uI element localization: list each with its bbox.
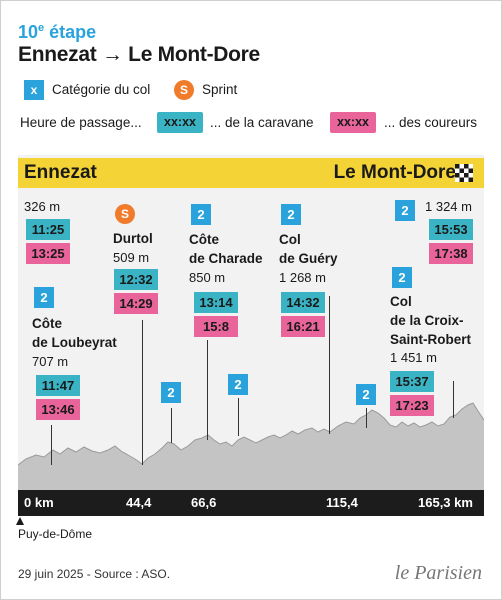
date-source: 29 juin 2025 - Source : ASO. (18, 567, 171, 581)
charade-caravan-time: 13:14 (194, 292, 238, 313)
durtol-riders-time: 14:29 (114, 293, 158, 314)
guery-name: Col de Guéry (279, 232, 338, 266)
croix-line (453, 381, 454, 418)
durtol-sprint-badge: S (115, 204, 135, 224)
loubeyrat-caravan-time: 11:47 (36, 375, 80, 396)
guery-riders-time: 16:21 (281, 316, 325, 337)
km-finish: 165,3 km (418, 495, 473, 510)
extra-category-badge-1: 2 (161, 382, 181, 403)
durtol-altitude: 509 m (113, 250, 150, 265)
charade-category-badge: 2 (191, 204, 211, 225)
ennezat-altitude: 326 m (24, 199, 61, 214)
croix-caravan-time: 15:37 (390, 371, 434, 392)
charade-line (207, 340, 208, 440)
caravan-legend-pill: xx:xx (157, 112, 203, 133)
extra-category-badge-2: 2 (228, 374, 248, 395)
croix-category-badge: 2 (392, 267, 412, 288)
start-label: Ennezat (24, 162, 97, 183)
durtol-name: Durtol (113, 231, 153, 246)
riders-legend-pill: xx:xx (330, 112, 376, 133)
km-guery: 115,4 (326, 495, 358, 510)
stage-number: 10e étape (18, 22, 97, 42)
finish-altitude: 1 324 m (425, 199, 472, 214)
sprint-legend-badge: S (174, 80, 194, 100)
charade-altitude: 850 m (189, 270, 226, 285)
department-marker-icon (16, 517, 24, 525)
km-charade: 66,6 (191, 495, 217, 510)
loubeyrat-riders-time: 13:46 (36, 399, 80, 420)
start-finish-bar (18, 158, 484, 188)
loubeyrat-altitude: 707 m (32, 354, 69, 369)
charade-riders-time: 15:8 (194, 316, 238, 337)
caravan-legend-label: ... de la caravane (210, 115, 314, 130)
riders-legend-label: ... des coureurs (384, 115, 478, 130)
category-legend-badge: x (24, 80, 44, 100)
cat-line-2 (238, 398, 239, 436)
ennezat-riders-time: 13:25 (26, 243, 70, 264)
durtol-line (142, 320, 143, 465)
finish-category-badge: 2 (395, 200, 415, 221)
distance-bar (18, 490, 484, 516)
guery-category-badge: 2 (281, 204, 301, 225)
loubeyrat-category-badge: 2 (34, 287, 54, 308)
loubeyrat-line (51, 425, 52, 465)
ennezat-caravan-time: 11:25 (26, 219, 70, 240)
km-durtol: 44,4 (126, 495, 152, 510)
cat-line-3 (366, 408, 367, 428)
finish-riders-time: 17:38 (429, 243, 473, 264)
brand-logo: le Parisien (394, 562, 482, 584)
km-start: 0 km (24, 495, 54, 510)
checkered-flag-icon (455, 164, 473, 182)
guery-line (329, 296, 330, 434)
department-label: Puy-de-Dôme (18, 527, 93, 541)
finish-label: Le Mont-Dore (333, 162, 456, 183)
croix-name: Col de la Croix- Saint-Robert (390, 294, 471, 347)
charade-name: Côte de Charade (189, 232, 263, 266)
extra-category-badge-3: 2 (356, 384, 376, 405)
guery-caravan-time: 14:32 (281, 292, 325, 313)
loubeyrat-name: Côte de Loubeyrat (32, 316, 117, 350)
category-legend-label: Catégorie du col (52, 82, 151, 97)
durtol-caravan-time: 12:32 (114, 269, 158, 290)
route-title: Ennezat → Le Mont-Dore (18, 43, 260, 66)
sprint-legend-label: Sprint (202, 82, 238, 97)
passage-legend-label: Heure de passage... (20, 115, 142, 130)
croix-altitude: 1 451 m (390, 350, 437, 365)
croix-riders-time: 17:23 (390, 395, 434, 416)
cat-line-1 (171, 408, 172, 443)
guery-altitude: 1 268 m (279, 270, 326, 285)
elevation-profile (18, 402, 484, 492)
finish-caravan-time: 15:53 (429, 219, 473, 240)
